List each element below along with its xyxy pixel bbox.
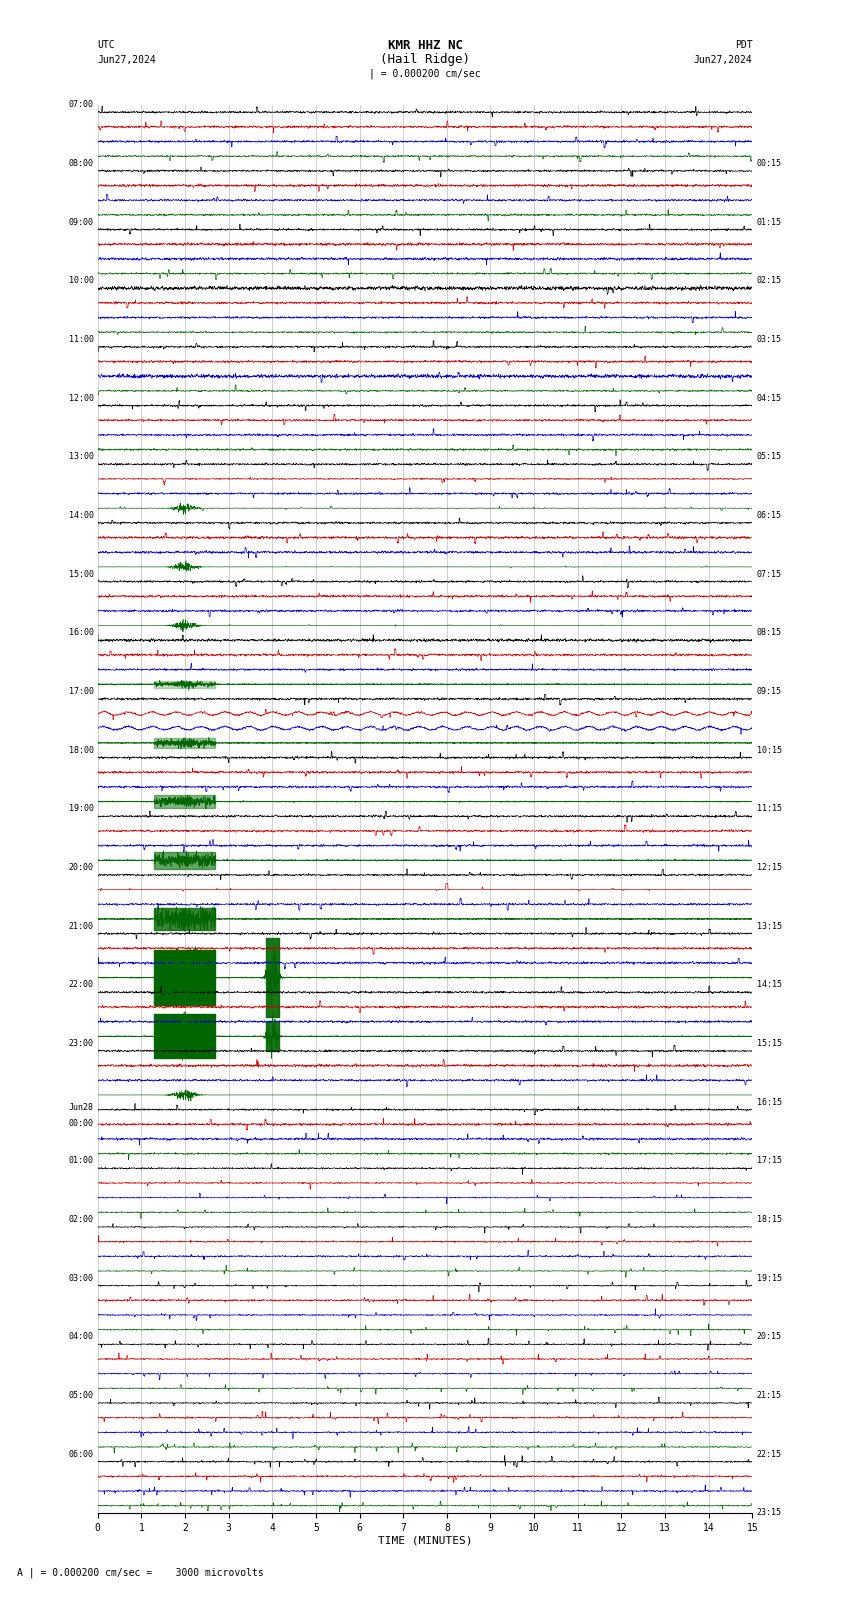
Text: 07:00: 07:00 [69,100,94,110]
Text: KMR HHZ NC: KMR HHZ NC [388,39,462,52]
Text: 19:15: 19:15 [756,1274,781,1282]
Text: 15:00: 15:00 [69,569,94,579]
Text: Jun28: Jun28 [69,1103,94,1111]
Text: 09:00: 09:00 [69,218,94,227]
Text: 06:00: 06:00 [69,1450,94,1458]
Text: 17:15: 17:15 [756,1157,781,1166]
Text: 02:15: 02:15 [756,276,781,286]
Text: 16:15: 16:15 [756,1098,781,1107]
Text: A | = 0.000200 cm/sec =    3000 microvolts: A | = 0.000200 cm/sec = 3000 microvolts [17,1568,264,1578]
Text: 03:15: 03:15 [756,336,781,344]
Text: 08:15: 08:15 [756,629,781,637]
Text: 22:00: 22:00 [69,981,94,989]
Text: 12:15: 12:15 [756,863,781,873]
Text: 11:00: 11:00 [69,336,94,344]
Text: 01:15: 01:15 [756,218,781,227]
Text: 11:15: 11:15 [756,805,781,813]
Text: 23:00: 23:00 [69,1039,94,1048]
Text: 00:15: 00:15 [756,160,781,168]
Text: 21:15: 21:15 [756,1390,781,1400]
Text: 20:15: 20:15 [756,1332,781,1342]
Text: Jun27,2024: Jun27,2024 [694,55,752,65]
Text: 21:00: 21:00 [69,921,94,931]
Text: 05:15: 05:15 [756,452,781,461]
Text: 03:00: 03:00 [69,1274,94,1282]
Text: 02:00: 02:00 [69,1215,94,1224]
Text: 10:15: 10:15 [756,745,781,755]
Text: 05:00: 05:00 [69,1390,94,1400]
Text: 13:00: 13:00 [69,452,94,461]
Text: 04:00: 04:00 [69,1332,94,1342]
Text: 15:15: 15:15 [756,1039,781,1048]
X-axis label: TIME (MINUTES): TIME (MINUTES) [377,1536,473,1545]
Text: 06:15: 06:15 [756,511,781,519]
Text: UTC: UTC [98,40,116,50]
Text: 12:00: 12:00 [69,394,94,403]
Text: 19:00: 19:00 [69,805,94,813]
Text: 23:15: 23:15 [756,1508,781,1518]
Text: 09:15: 09:15 [756,687,781,697]
Text: 13:15: 13:15 [756,921,781,931]
Text: 14:00: 14:00 [69,511,94,519]
Text: 00:00: 00:00 [69,1119,94,1127]
Text: 14:15: 14:15 [756,981,781,989]
Text: 22:15: 22:15 [756,1450,781,1458]
Text: (Hail Ridge): (Hail Ridge) [380,53,470,66]
Text: 20:00: 20:00 [69,863,94,873]
Text: 10:00: 10:00 [69,276,94,286]
Text: 01:00: 01:00 [69,1157,94,1166]
Text: | = 0.000200 cm/sec: | = 0.000200 cm/sec [369,69,481,79]
Text: 18:00: 18:00 [69,745,94,755]
Text: 08:00: 08:00 [69,160,94,168]
Text: PDT: PDT [734,40,752,50]
Text: 04:15: 04:15 [756,394,781,403]
Text: 17:00: 17:00 [69,687,94,697]
Text: 18:15: 18:15 [756,1215,781,1224]
Text: 16:00: 16:00 [69,629,94,637]
Text: 07:15: 07:15 [756,569,781,579]
Text: Jun27,2024: Jun27,2024 [98,55,156,65]
